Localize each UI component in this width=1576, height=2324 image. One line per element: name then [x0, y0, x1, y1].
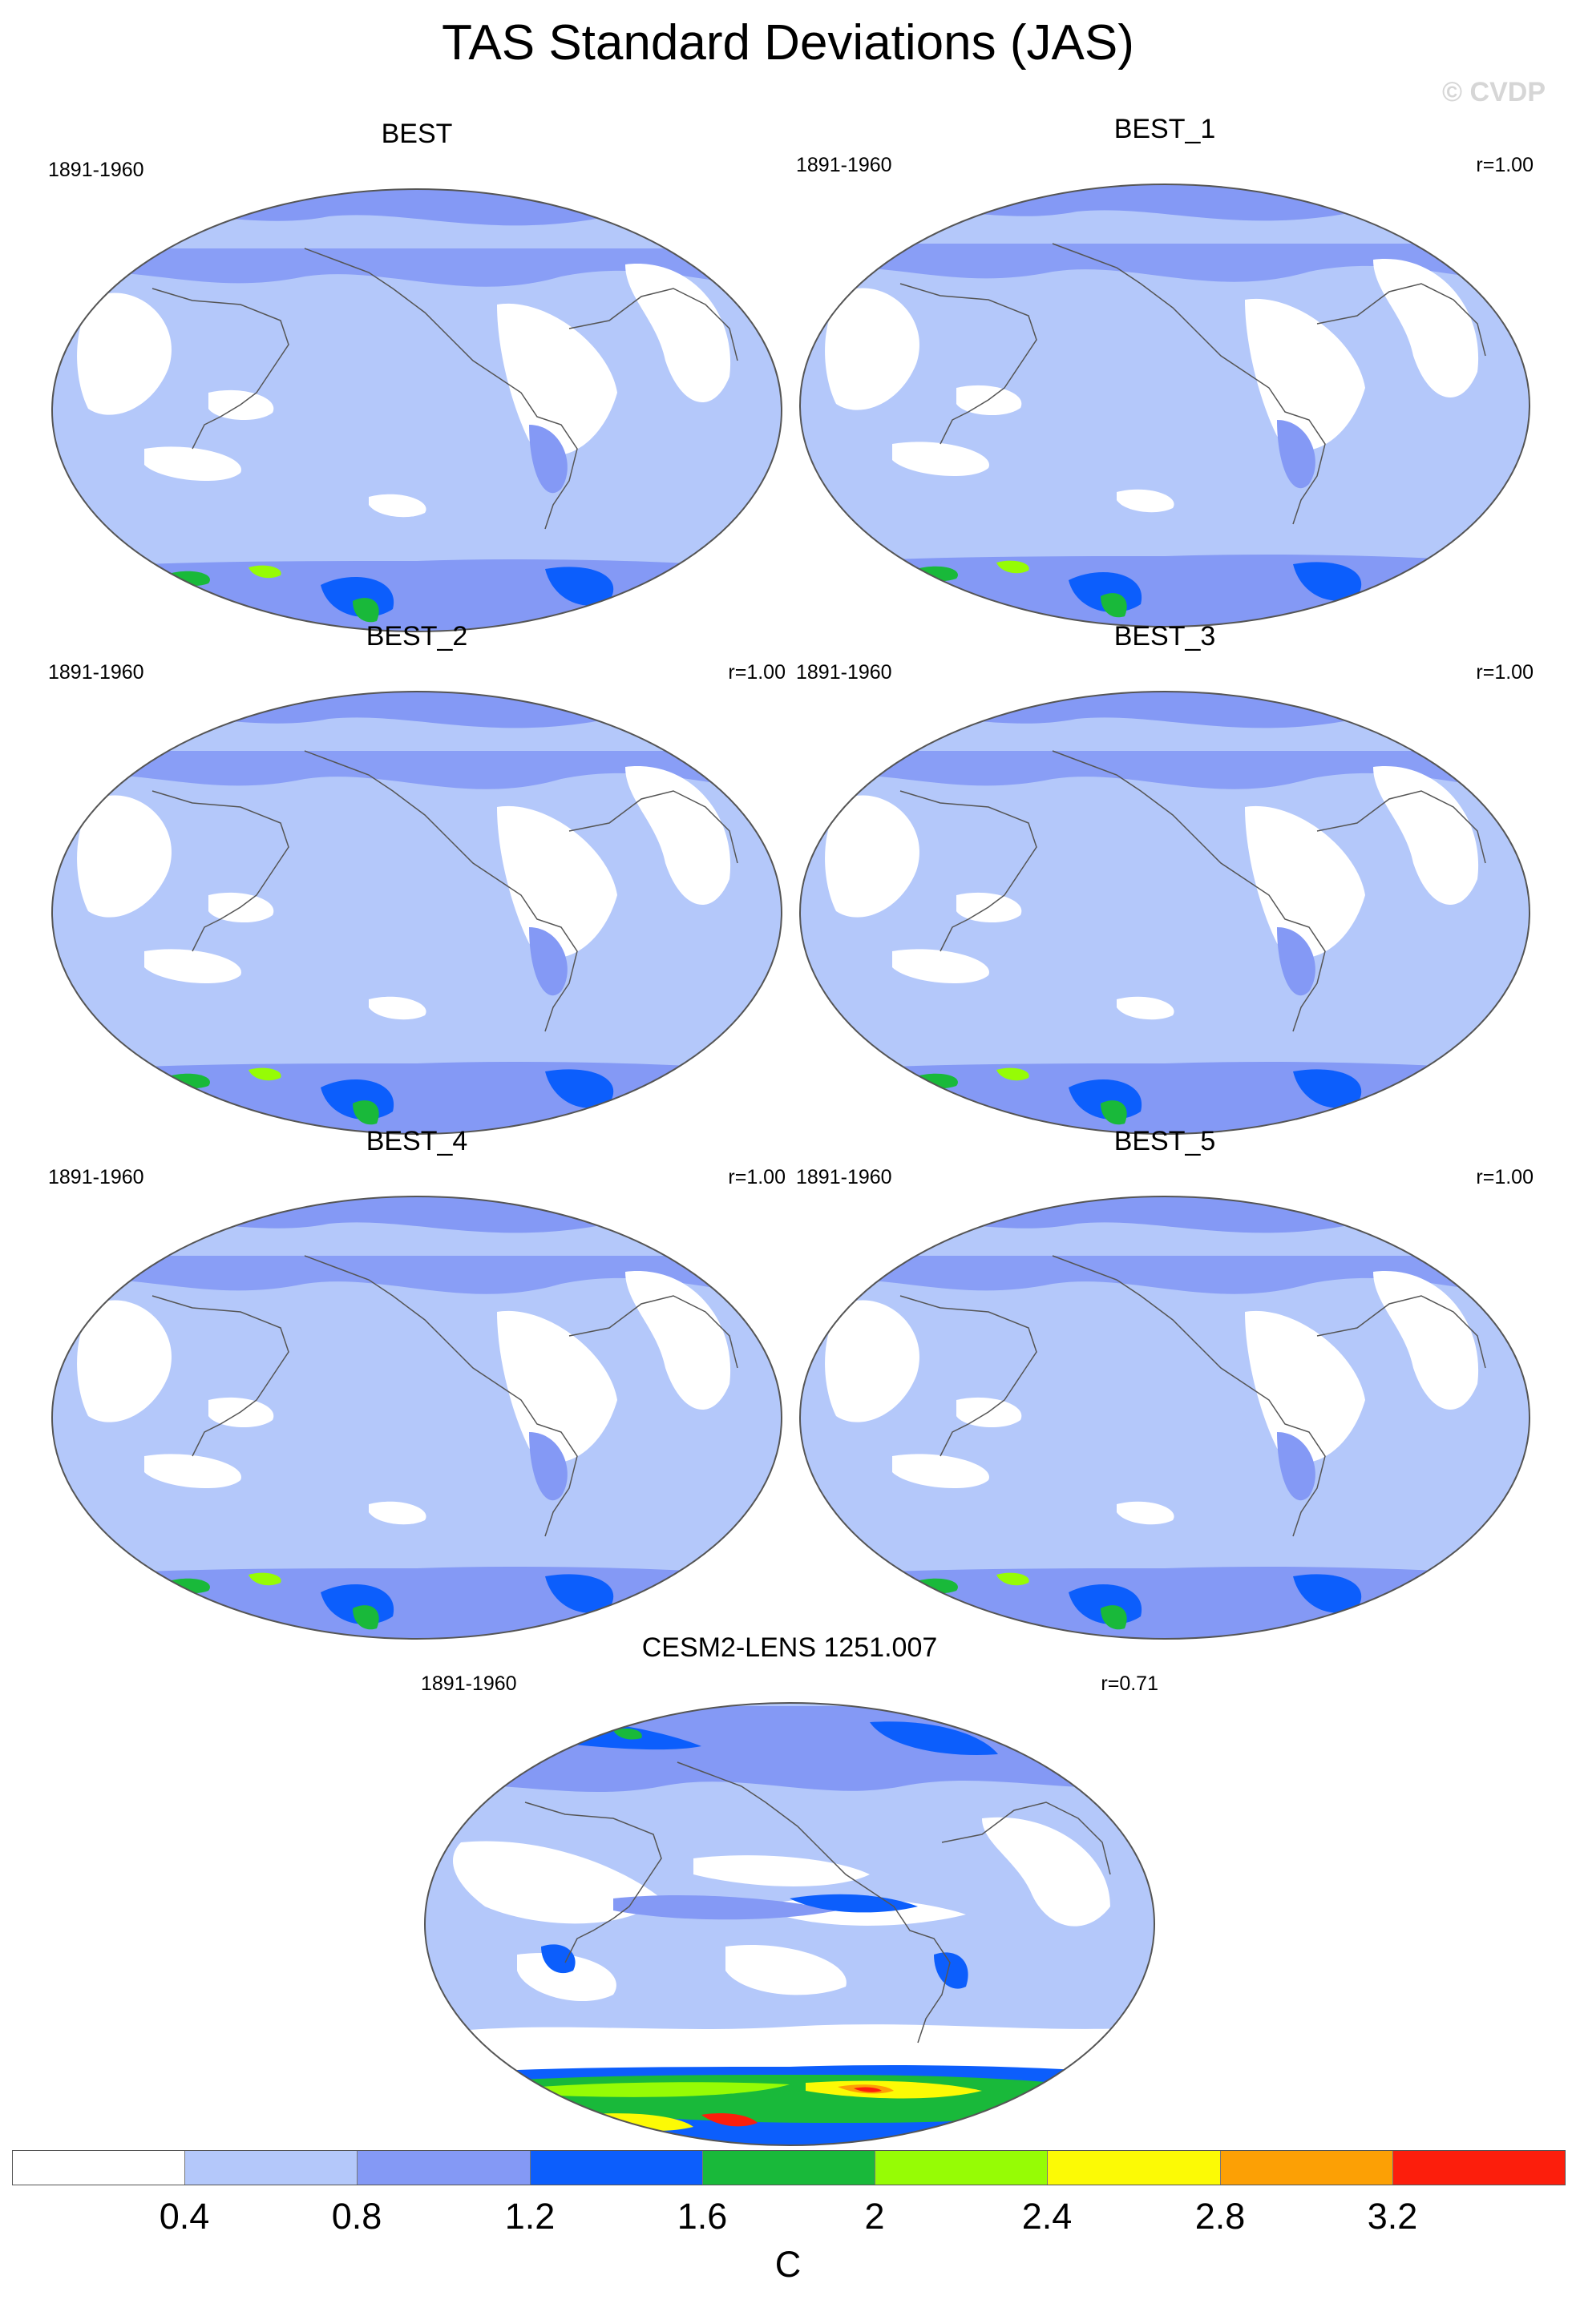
- map-best-3: [799, 691, 1530, 1135]
- colorbar-segment-3: [530, 2151, 703, 2185]
- watermark: © CVDP: [1442, 77, 1546, 107]
- panel-correlation: r=1.00: [1476, 154, 1534, 176]
- panel-title: BEST: [381, 119, 453, 149]
- panel-title: BEST_2: [366, 621, 468, 652]
- panel-correlation: r=0.71: [1101, 1672, 1158, 1695]
- colorbar-tick-label: 2: [864, 2196, 885, 2237]
- map-panel-best-4: BEST_4 1891-1960 r=1.00: [48, 1126, 786, 1640]
- map-panel-best-5: BEST_5 1891-1960 r=1.00: [796, 1126, 1534, 1640]
- panel-title: BEST_5: [1113, 1126, 1216, 1156]
- colorbar-segment-0: [13, 2151, 186, 2185]
- map-panel-best-1: BEST_1 1891-1960 r=1.00: [796, 114, 1534, 627]
- colorbar-segment-5: [875, 2151, 1049, 2185]
- colorbar-unit: C: [774, 2244, 802, 2285]
- map-panel-best-2: BEST_2 1891-1960 r=1.00: [48, 621, 786, 1135]
- colorbar-segment-1: [185, 2151, 358, 2185]
- colorbar-segment-6: [1048, 2151, 1221, 2185]
- colorbar-segment-8: [1392, 2151, 1565, 2185]
- map-best: [51, 188, 782, 632]
- map-best-4: [51, 1196, 782, 1640]
- map-panel-best-3: BEST_3 1891-1960 r=1.00: [796, 621, 1534, 1135]
- panel-period: 1891-1960: [796, 1166, 892, 1188]
- colorbar-tick-label: 1.6: [677, 2196, 728, 2237]
- panel-correlation: r=1.00: [1476, 661, 1534, 684]
- panel-period: 1891-1960: [796, 661, 892, 684]
- colorbar-tick-label: 0.8: [331, 2196, 382, 2237]
- colorbar-tick-label: 2.4: [1021, 2196, 1073, 2237]
- colorbar-segment-2: [358, 2151, 531, 2185]
- figure-title: TAS Standard Deviations (JAS): [442, 15, 1134, 71]
- panel-period: 1891-1960: [48, 1166, 144, 1188]
- panel-title: BEST_4: [366, 1126, 468, 1156]
- panel-period: 1891-1960: [421, 1672, 517, 1695]
- map-best-2: [51, 691, 782, 1135]
- panel-period: 1891-1960: [796, 154, 892, 176]
- colorbar: [12, 2150, 1566, 2185]
- panel-period: 1891-1960: [48, 159, 144, 181]
- map-cesm2-lens: [424, 1702, 1155, 2146]
- colorbar-ticks: 0.4 0.8 1.2 1.6 2 2.4 2.8 3.2: [0, 2196, 1576, 2244]
- colorbar-segment-4: [702, 2151, 876, 2185]
- map-best-1: [799, 184, 1530, 627]
- panel-period: 1891-1960: [48, 661, 144, 684]
- panel-title: CESM2-LENS 1251.007: [641, 1632, 938, 1663]
- colorbar-tick-label: 1.2: [504, 2196, 556, 2237]
- panel-correlation: r=1.00: [728, 661, 786, 684]
- panel-correlation: r=1.00: [1476, 1166, 1534, 1188]
- colorbar-tick-label: 3.2: [1367, 2196, 1418, 2237]
- panel-title: BEST_1: [1113, 114, 1216, 144]
- map-panel-cesm2-lens: CESM2-LENS 1251.007 1891-1960 r=0.71: [421, 1632, 1158, 2146]
- map-panel-best: BEST 1891-1960: [48, 119, 786, 632]
- panel-correlation: r=1.00: [728, 1166, 786, 1188]
- colorbar-segment-7: [1220, 2151, 1393, 2185]
- colorbar-tick-label: 0.4: [159, 2196, 210, 2237]
- map-best-5: [799, 1196, 1530, 1640]
- colorbar-tick-label: 2.8: [1194, 2196, 1246, 2237]
- panel-title: BEST_3: [1113, 621, 1216, 652]
